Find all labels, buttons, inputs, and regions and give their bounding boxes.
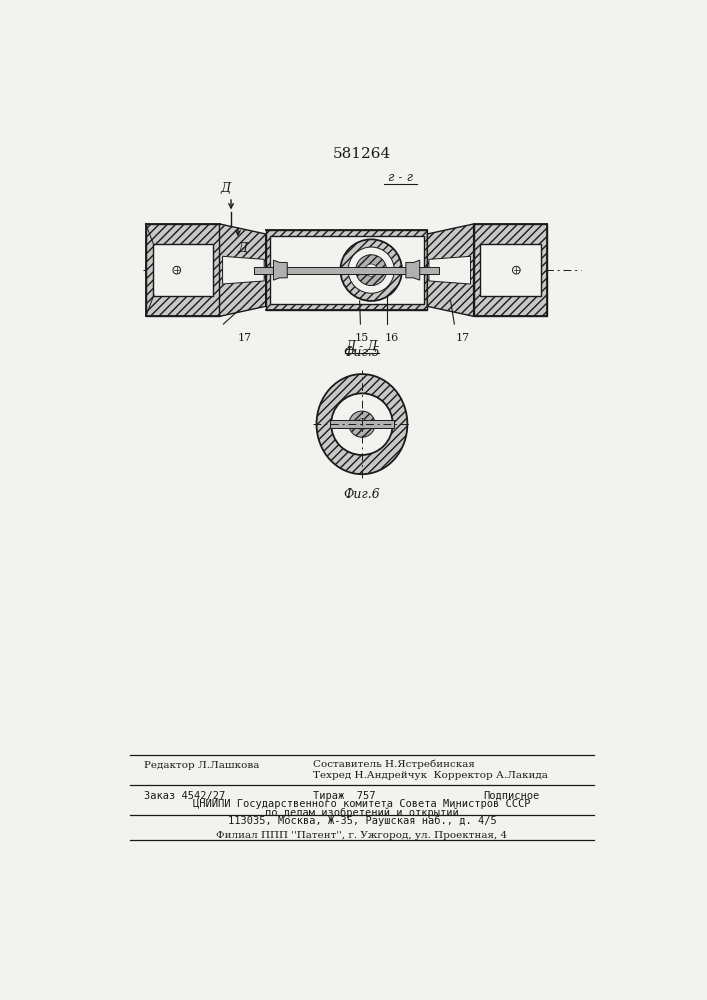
Circle shape xyxy=(365,264,378,276)
Text: Филиал ППП ''Патент'', г. Ужгород, ул. Проектная, 4: Филиал ППП ''Патент'', г. Ужгород, ул. П… xyxy=(216,831,508,840)
Circle shape xyxy=(513,266,520,274)
Text: 16: 16 xyxy=(385,333,399,343)
Text: по делам изобретений и открытий: по делам изобретений и открытий xyxy=(265,808,459,818)
Bar xyxy=(474,224,547,316)
Bar xyxy=(153,244,214,296)
Bar xyxy=(330,420,394,428)
Polygon shape xyxy=(406,260,420,280)
Text: Д - Д: Д - Д xyxy=(346,340,378,353)
Polygon shape xyxy=(274,260,287,280)
Text: Фиг.6: Фиг.6 xyxy=(344,488,380,501)
Polygon shape xyxy=(223,256,264,284)
Text: Фиг.5: Фиг.5 xyxy=(344,346,380,359)
Bar xyxy=(269,236,423,304)
Circle shape xyxy=(331,393,393,455)
Polygon shape xyxy=(428,224,474,316)
Bar xyxy=(146,224,219,316)
Circle shape xyxy=(349,411,375,437)
Circle shape xyxy=(173,266,180,274)
Text: 15: 15 xyxy=(354,333,368,343)
Text: Заказ 4542/27: Заказ 4542/27 xyxy=(144,791,226,801)
Bar xyxy=(266,230,428,310)
Text: 581264: 581264 xyxy=(333,147,391,161)
Text: Д: Д xyxy=(238,242,247,255)
Bar xyxy=(254,267,439,274)
Circle shape xyxy=(348,247,395,293)
Text: Д: Д xyxy=(221,182,230,195)
Text: Техред Н.Андрейчук  Корректор А.Лакида: Техред Н.Андрейчук Корректор А.Лакида xyxy=(313,771,549,780)
Polygon shape xyxy=(429,256,471,284)
Polygon shape xyxy=(219,224,266,316)
Text: Составитель Н.Ястребинская: Составитель Н.Ястребинская xyxy=(313,759,475,769)
Text: г - г: г - г xyxy=(388,171,413,184)
Text: 17: 17 xyxy=(456,333,470,343)
Bar xyxy=(480,244,541,296)
Circle shape xyxy=(340,239,402,301)
Text: 113035, Москва, Ж-35, Раушская наб., д. 4/5: 113035, Москва, Ж-35, Раушская наб., д. … xyxy=(228,816,496,826)
Text: 17: 17 xyxy=(238,333,251,343)
Ellipse shape xyxy=(317,374,407,474)
Text: Тираж  757: Тираж 757 xyxy=(313,791,376,801)
Text: Редактор Л.Лашкова: Редактор Л.Лашкова xyxy=(144,761,259,770)
Circle shape xyxy=(356,255,387,286)
Text: ЦНИИПИ Государственного комитета Совета Министров СССР: ЦНИИПИ Государственного комитета Совета … xyxy=(193,799,531,809)
Circle shape xyxy=(356,419,368,430)
Text: Подписное: Подписное xyxy=(483,791,539,801)
